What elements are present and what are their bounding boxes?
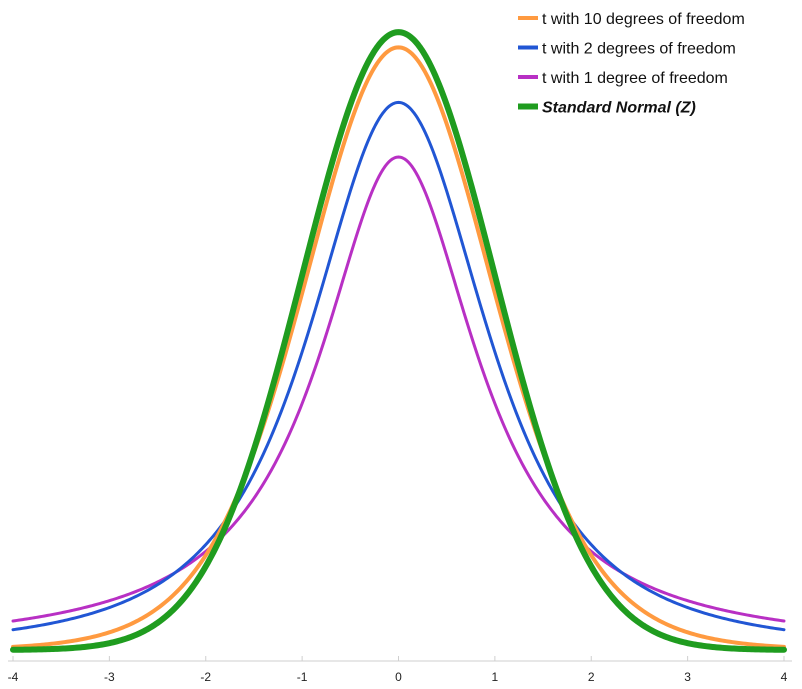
x-tick-label: 3 xyxy=(684,670,691,684)
legend-entry-label: t with 10 degrees of freedom xyxy=(542,11,745,28)
legend-entry-label: Standard Normal (Z) xyxy=(542,100,696,117)
x-tick-label: -4 xyxy=(8,670,19,684)
x-tick-label: -1 xyxy=(297,670,308,684)
series-line-standard-normal-z xyxy=(10,29,787,653)
legend-entry-label: t with 2 degrees of freedom xyxy=(542,41,736,58)
legend: t with 10 degrees of freedom t with 2 deg… xyxy=(518,11,745,117)
series-line-t-with-1-degree-of-freedom xyxy=(11,155,786,623)
series-line-t-with-10-degrees-of-freedom xyxy=(11,45,786,649)
x-tick-label: 0 xyxy=(395,670,402,684)
x-tick-label: 2 xyxy=(588,670,595,684)
x-tick-label: -3 xyxy=(104,670,115,684)
series-line-t-with-2-degrees-of-freedom xyxy=(11,100,786,632)
x-axis: -4 -3 -2 -1 0 1 2 3 4 xyxy=(8,656,792,684)
x-tick-label: 1 xyxy=(492,670,499,684)
x-tick-label: 4 xyxy=(781,670,788,684)
legend-entry-label: t with 1 degree of freedom xyxy=(542,70,728,87)
x-tick-label: -2 xyxy=(200,670,211,684)
curves-layer xyxy=(10,29,787,653)
